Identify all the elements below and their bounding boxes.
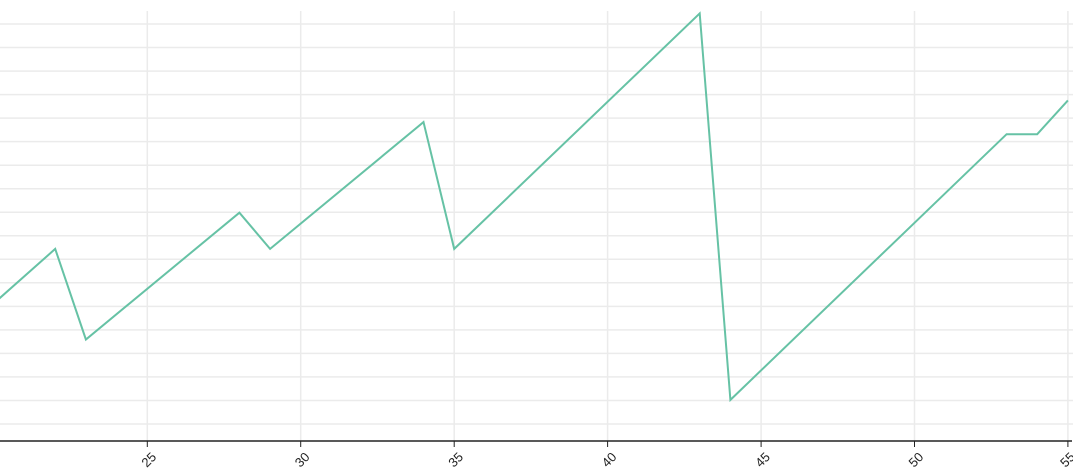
x-tick-label: 40 bbox=[599, 449, 620, 470]
x-tick-label: 50 bbox=[906, 449, 927, 470]
x-tick-label: 30 bbox=[292, 449, 313, 470]
x-tick-label: 45 bbox=[752, 449, 773, 470]
x-tick-label: 25 bbox=[138, 449, 159, 470]
series-layer bbox=[0, 11, 1069, 403]
series-line bbox=[0, 11, 1069, 403]
x-tick-label: 35 bbox=[445, 449, 466, 470]
x-axis-ticks: 25 30 35 40 45 50 55 bbox=[138, 441, 1073, 470]
x-tick-label: 55 bbox=[1057, 449, 1073, 470]
y-gridlines bbox=[0, 23, 1073, 425]
